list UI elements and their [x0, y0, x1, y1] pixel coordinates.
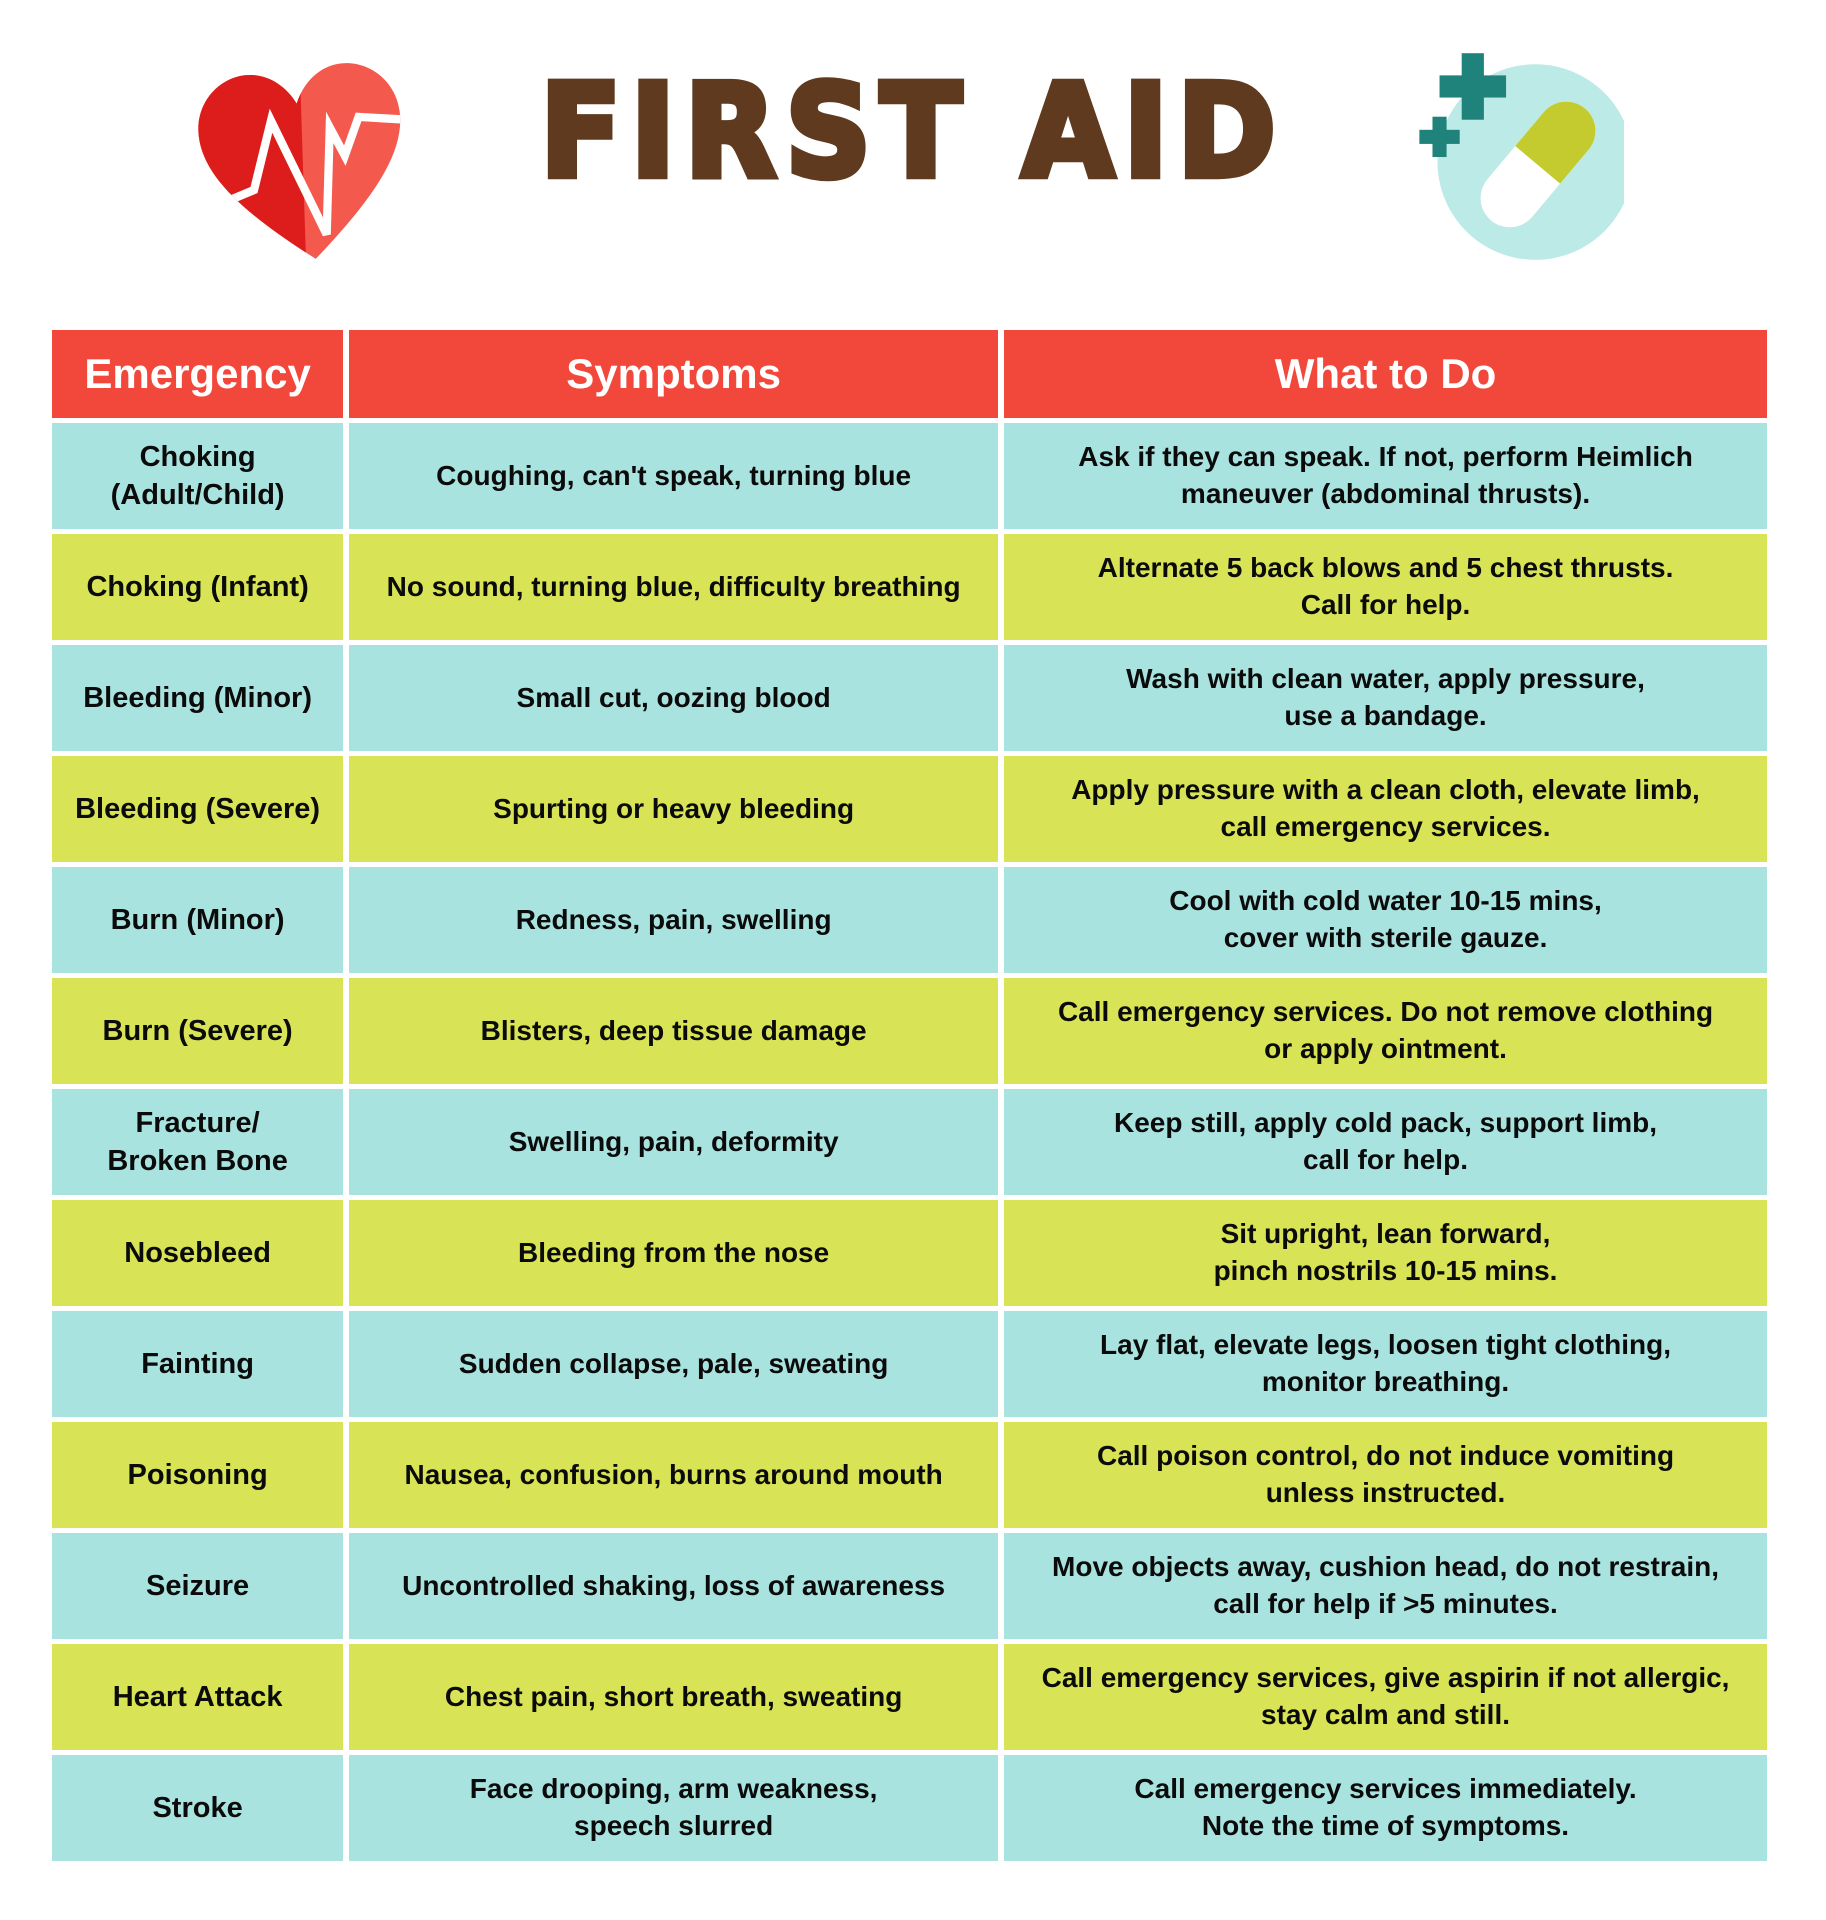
top-banner: FIRST AID	[0, 0, 1826, 300]
table-row: Poisoning Nausea, confusion, burns aroun…	[52, 1422, 1767, 1528]
what-to-do-cell: Ask if they can speak. If not, perform H…	[1004, 423, 1767, 529]
symptoms-cell: Uncontrolled shaking, loss of awareness	[349, 1533, 999, 1639]
what-to-do-cell: Alternate 5 back blows and 5 chest thrus…	[1004, 534, 1767, 640]
symptoms-cell: Coughing, can't speak, turning blue	[349, 423, 999, 529]
emergency-cell: Poisoning	[52, 1422, 344, 1528]
what-to-do-cell: Sit upright, lean forward, pinch nostril…	[1004, 1200, 1767, 1306]
what-to-do-cell: Wash with clean water, apply pressure, u…	[1004, 645, 1767, 751]
table-row: Choking (Infant) No sound, turning blue,…	[52, 534, 1767, 640]
header-symptoms: Symptoms	[349, 330, 999, 418]
symptoms-cell: Sudden collapse, pale, sweating	[349, 1311, 999, 1417]
header-emergency: Emergency	[52, 330, 344, 418]
table-header-row: Emergency Symptoms What to Do	[52, 330, 1767, 418]
emergency-cell: Burn (Minor)	[52, 867, 344, 973]
table-row: Heart Attack Chest pain, short breath, s…	[52, 1644, 1767, 1750]
table-row: Stroke Face drooping, arm weakness, spee…	[52, 1755, 1767, 1861]
what-to-do-cell: Cool with cold water 10-15 mins, cover w…	[1004, 867, 1767, 973]
table-row: Burn (Minor) Redness, pain, swelling Coo…	[52, 867, 1767, 973]
what-to-do-cell: Call emergency services. Do not remove c…	[1004, 978, 1767, 1084]
table-row: Burn (Severe) Blisters, deep tissue dama…	[52, 978, 1767, 1084]
first-aid-table: Emergency Symptoms What to Do Choking (A…	[52, 330, 1767, 1866]
page-title: FIRST AID	[537, 53, 1286, 210]
table-row: Fracture/ Broken Bone Swelling, pain, de…	[52, 1089, 1767, 1195]
emergency-cell: Heart Attack	[52, 1644, 344, 1750]
what-to-do-cell: Apply pressure with a clean cloth, eleva…	[1004, 756, 1767, 862]
emergency-cell: Fracture/ Broken Bone	[52, 1089, 344, 1195]
what-to-do-cell: Call poison control, do not induce vomit…	[1004, 1422, 1767, 1528]
emergency-cell: Choking (Adult/Child)	[52, 423, 344, 529]
symptoms-cell: Blisters, deep tissue damage	[349, 978, 999, 1084]
emergency-cell: Choking (Infant)	[52, 534, 344, 640]
emergency-cell: Nosebleed	[52, 1200, 344, 1306]
symptoms-cell: Face drooping, arm weakness, speech slur…	[349, 1755, 999, 1861]
table-body: Choking (Adult/Child) Coughing, can't sp…	[52, 423, 1767, 1861]
emergency-cell: Stroke	[52, 1755, 344, 1861]
symptoms-cell: Redness, pain, swelling	[349, 867, 999, 973]
medical-pill-icon	[1372, 28, 1634, 280]
emergency-cell: Bleeding (Severe)	[52, 756, 344, 862]
what-to-do-cell: Keep still, apply cold pack, support lim…	[1004, 1089, 1767, 1195]
symptoms-cell: Nausea, confusion, burns around mouth	[349, 1422, 999, 1528]
plus-cross-icon	[1419, 53, 1507, 158]
what-to-do-cell: Move objects away, cushion head, do not …	[1004, 1533, 1767, 1639]
symptoms-cell: Small cut, oozing blood	[349, 645, 999, 751]
emergency-cell: Fainting	[52, 1311, 344, 1417]
table-row: Bleeding (Severe) Spurting or heavy blee…	[52, 756, 1767, 862]
header-what-to-do: What to Do	[1004, 330, 1767, 418]
table-row: Nosebleed Bleeding from the nose Sit upr…	[52, 1200, 1767, 1306]
emergency-cell: Seizure	[52, 1533, 344, 1639]
heart-pulse-icon	[178, 48, 430, 278]
symptoms-cell: Spurting or heavy bleeding	[349, 756, 999, 862]
what-to-do-cell: Call emergency services immediately. Not…	[1004, 1755, 1767, 1861]
table-row: Choking (Adult/Child) Coughing, can't sp…	[52, 423, 1767, 529]
emergency-cell: Bleeding (Minor)	[52, 645, 344, 751]
symptoms-cell: Swelling, pain, deformity	[349, 1089, 999, 1195]
symptoms-cell: Bleeding from the nose	[349, 1200, 999, 1306]
table-row: Fainting Sudden collapse, pale, sweating…	[52, 1311, 1767, 1417]
symptoms-cell: Chest pain, short breath, sweating	[349, 1644, 999, 1750]
table-row: Seizure Uncontrolled shaking, loss of aw…	[52, 1533, 1767, 1639]
emergency-cell: Burn (Severe)	[52, 978, 344, 1084]
symptoms-cell: No sound, turning blue, difficulty breat…	[349, 534, 999, 640]
what-to-do-cell: Lay flat, elevate legs, loosen tight clo…	[1004, 1311, 1767, 1417]
table-row: Bleeding (Minor) Small cut, oozing blood…	[52, 645, 1767, 751]
what-to-do-cell: Call emergency services, give aspirin if…	[1004, 1644, 1767, 1750]
